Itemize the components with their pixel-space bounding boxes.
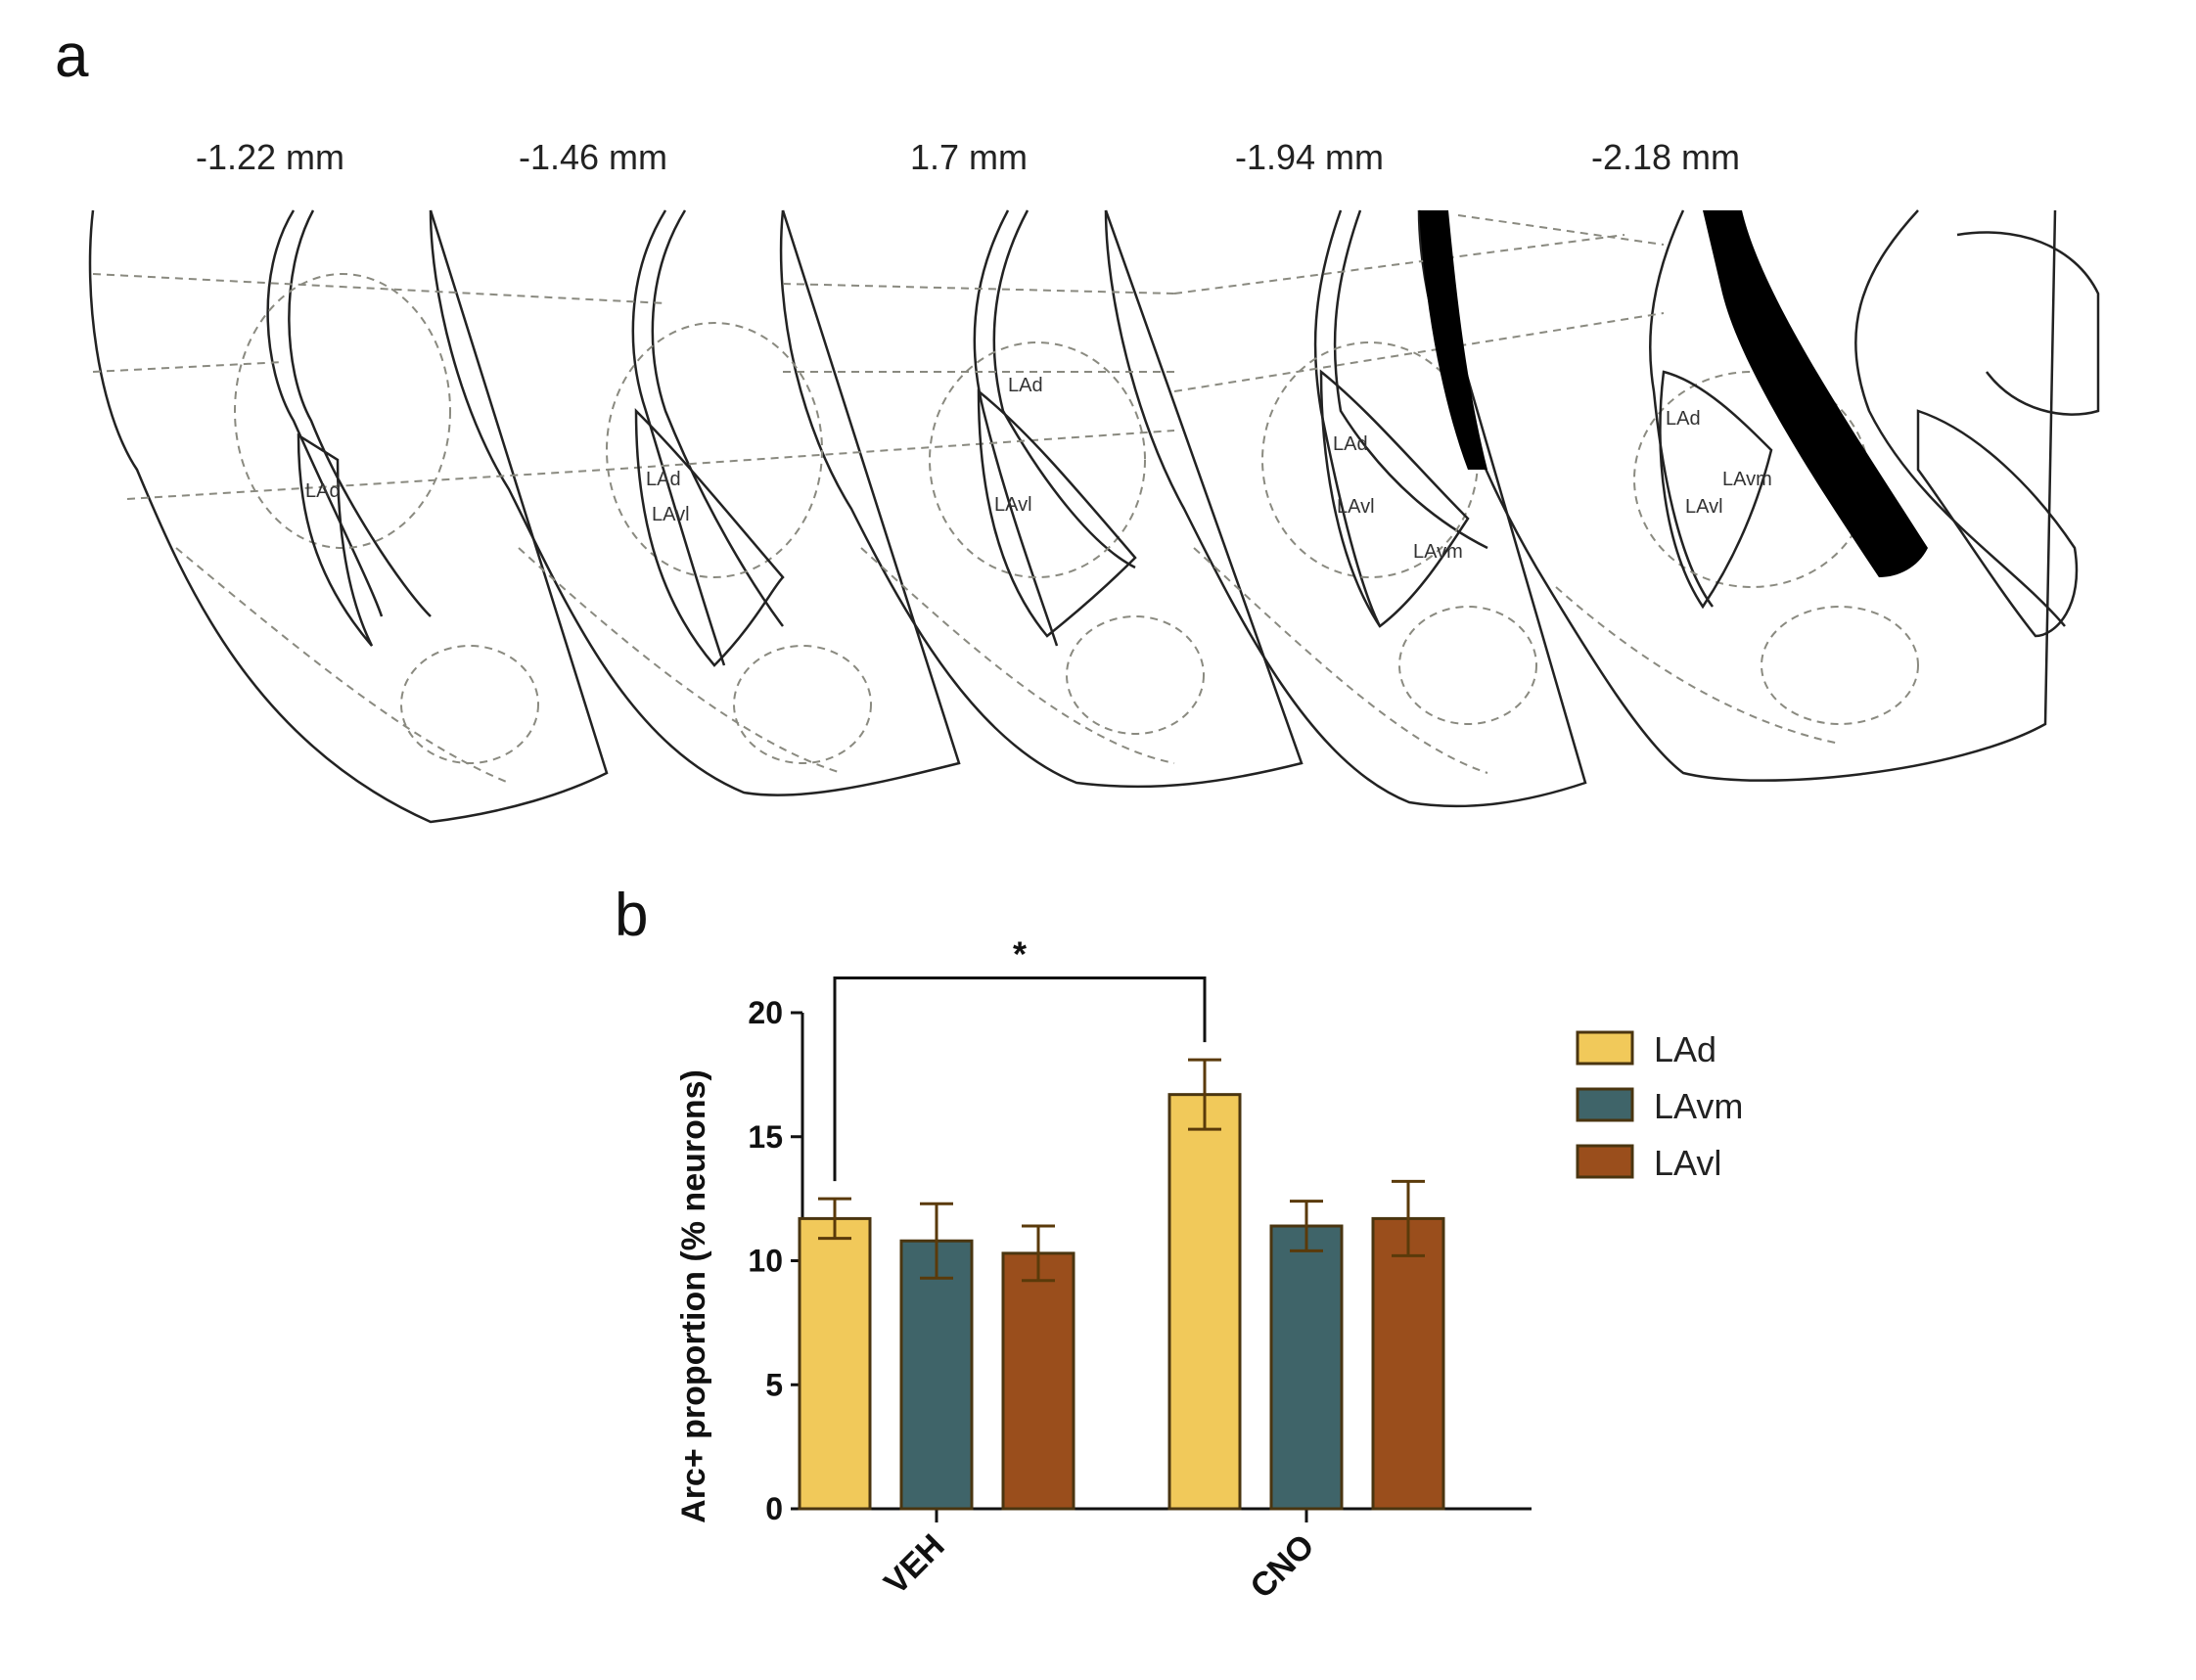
atlas-label-4-lad: LAd [1333,433,1368,455]
capsule-5a [1649,209,1715,608]
bar-veh-lavl [1001,1251,1075,1511]
dashed-line-2 [92,361,285,373]
dashed-line-5 [782,283,1175,295]
capsule-1b [288,209,432,617]
chart-legend: LAd LAvm LAvl [1576,1029,1743,1183]
x-category-label-veh: VEH [877,1527,951,1602]
dashed-region-7 [733,645,872,764]
y-axis-label: Arc+ proportion (% neurons) [675,1069,712,1523]
dashed-region-9 [1398,606,1537,725]
x-category-label-cno: CNO [1243,1527,1321,1606]
capsule-4b [1333,209,1488,550]
legend-label-lad: LAd [1654,1029,1716,1069]
legend-swatch-lavl [1576,1144,1634,1179]
capsule-1a [266,209,384,617]
y-tick-label-4: 20 [748,995,783,1030]
bar-cno-lad [1167,1093,1242,1511]
dashed-line-10 [175,547,510,784]
y-tick-label-0: 0 [765,1491,783,1526]
legend-swatch-lavm [1576,1087,1634,1122]
capsule-2b [651,209,785,627]
slice-1-outline [88,209,609,824]
slice-label-4: -1.94 mm [1234,137,1385,177]
slice-3-outline [779,209,1304,789]
slice-4-outline [1104,209,1587,808]
atlas-label-5-lavl: LAvl [1685,496,1723,518]
legend-label-lavl: LAvl [1654,1143,1721,1183]
dashed-region-2 [606,322,823,578]
dashed-line-11 [518,547,843,774]
la-outline-3 [977,388,1137,638]
la-outline-4 [1319,369,1470,628]
chart-error-bars [818,1058,1425,1283]
dashed-line-14 [1555,586,1841,745]
atlas-label-4-lavm: LAvm [1413,541,1463,563]
dashed-region-8 [1066,615,1205,735]
dashed-line-3 [126,469,608,500]
panel-b-letter: b [615,882,649,949]
slice-label-1: -1.22 mm [195,137,345,177]
legend-label-lavm: LAvm [1654,1086,1743,1126]
dashed-line-12 [860,547,1175,764]
dashed-line-13 [1193,547,1488,774]
y-tick-label-2: 10 [748,1244,783,1279]
capsule-2a [631,209,726,666]
atlas-label-4-lavl: LAvl [1337,496,1375,518]
atlas-label-1-lad: LAd [305,480,341,502]
dashed-line-9 [1457,214,1665,246]
significance-line [833,976,1207,1182]
slice-label-5: -2.18 mm [1590,137,1741,177]
atlas-label-3-lad: LAd [1008,375,1043,396]
slice-2-outline [429,209,961,796]
la-outline-1 [297,432,374,647]
la-outline-2 [634,407,785,667]
panel-a-letter: a [55,23,89,90]
slice-label-2: -1.46 mm [518,137,668,177]
dashed-line-8 [1173,312,1665,392]
slice-label-3: 1.7 mm [909,137,1029,177]
dashed-region-10 [1761,606,1919,725]
capsule-3a [973,209,1059,647]
bar-cno-lavl [1371,1216,1445,1511]
atlas-label-2-lavl: LAvl [652,504,690,525]
y-tick-label-1: 5 [765,1367,783,1402]
significance-star: * [1013,934,1027,975]
y-tick-label-3: 15 [748,1119,783,1155]
atlas-panel: LAd LAd LAvl LAd LAvl LAd LAvl LAvm LAd … [88,209,2100,824]
atlas-label-5-lad: LAd [1666,408,1701,430]
slice-5-structure-c [1916,409,2079,638]
legend-swatch-lad [1576,1030,1634,1066]
slice-5-structure-b [1956,231,2100,416]
slice-5-structure-a [1853,209,2066,627]
atlas-label-2-lad: LAd [646,469,681,490]
dashed-line-7 [1173,234,1625,295]
bar-veh-lad [798,1216,872,1511]
atlas-label-5-lavm: LAvm [1722,469,1772,490]
dashed-region-3 [929,341,1146,578]
ventricle-5 [1703,210,1928,577]
bar-cno-lavm [1269,1224,1344,1511]
significance-bracket: * [833,934,1207,1182]
dashed-region-6 [400,645,539,764]
la-outline-5 [1659,370,1773,610]
bar-veh-lavm [899,1239,974,1511]
chart-bars [798,1093,1445,1511]
atlas-label-3-lavl: LAvl [994,494,1032,516]
ventricle-4 [1419,210,1487,470]
